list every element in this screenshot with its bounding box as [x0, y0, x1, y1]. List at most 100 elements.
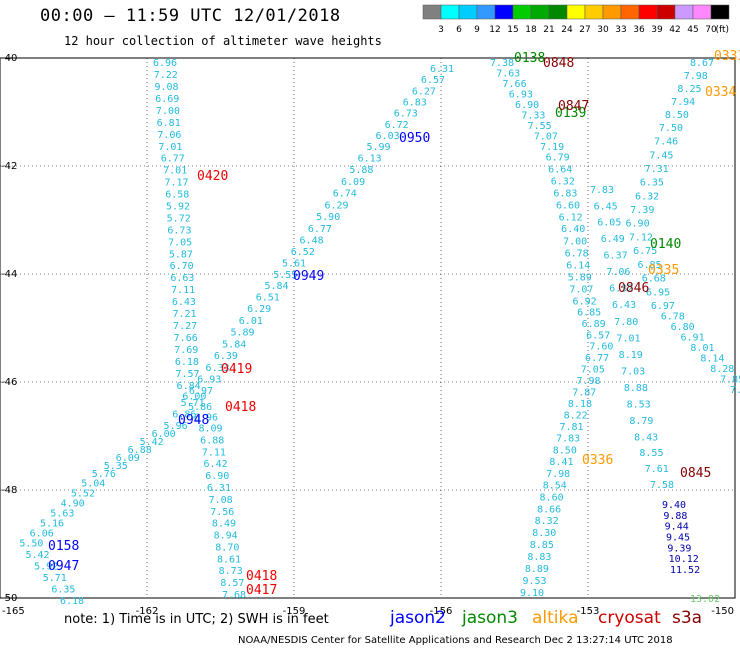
color-scale-swatch: [602, 4, 622, 20]
swh-value-label: 6.33: [206, 363, 230, 374]
color-scale-label: 42: [669, 25, 680, 35]
swh-value-label: 8.30: [532, 528, 556, 539]
color-scale-swatch: [512, 4, 532, 20]
swh-value-label: 6.01: [239, 316, 263, 327]
x-tick-label: -156: [430, 606, 453, 617]
swh-value-label: 6.70: [170, 261, 194, 272]
swh-value-label: 6.13: [358, 153, 382, 164]
swh-value-label: 6.77: [585, 353, 609, 364]
color-scale-swatch: [638, 4, 658, 20]
swh-value-label: 7.87: [572, 387, 596, 398]
swh-value-label: 7.06: [157, 130, 181, 141]
swh-value-label: 6.45: [594, 201, 618, 212]
swh-value-label: 8.22: [564, 410, 588, 421]
swh-value-label: 6.39: [214, 351, 238, 362]
pass-time-label: 0846: [618, 281, 649, 296]
pass-time-label: 0158: [48, 539, 79, 554]
swh-value-label: 7.22: [154, 70, 178, 81]
swh-value-label: 5.89: [230, 328, 254, 339]
swh-value-label: 7.17: [164, 177, 188, 188]
swh-value-label: 6.58: [165, 189, 189, 200]
swh-value-label: 8.41: [549, 457, 573, 468]
swh-value-label: 7.98: [684, 71, 708, 82]
swh-value-label: 6.42: [204, 459, 228, 470]
swh-value-label: 6.93: [197, 374, 221, 385]
swh-value-label: 5.16: [40, 519, 64, 530]
color-scale-swatch: [584, 4, 604, 20]
swh-value-label: 7.19: [540, 142, 564, 153]
swh-value-label: 7.01: [616, 333, 640, 344]
pass-time-label: 0947: [48, 559, 79, 574]
swh-value-label: 5.50: [19, 539, 43, 550]
color-scale-unit: (ft): [715, 25, 729, 35]
swh-value-label: 7.06: [606, 267, 630, 278]
swh-value-label: 7.83: [590, 185, 614, 196]
swh-value-label: 7.11: [171, 285, 195, 296]
swh-value-label: 6.92: [573, 296, 597, 307]
swh-value-label: 6.31: [430, 64, 454, 75]
swh-value-label: 7.00: [563, 236, 587, 247]
swh-value-label: 6.00: [152, 429, 176, 440]
swh-value-label: 5.63: [50, 509, 74, 520]
swh-value-label: 7.33: [521, 110, 545, 121]
chart-subtitle: 12 hour collection of altimeter wave hei…: [64, 34, 382, 48]
swh-value-label: 9.88: [663, 511, 687, 522]
swh-value-label: 5.96: [164, 421, 188, 432]
pass-time-label: 0950: [399, 131, 430, 146]
plot-frame: [0, 57, 736, 599]
swh-value-label: 6.86: [172, 410, 196, 421]
swh-value-label: 6.09: [116, 453, 140, 464]
swh-value-label: 5.90: [316, 212, 340, 223]
swh-value-label: 6.32: [551, 176, 575, 187]
color-scale-label: 9: [474, 25, 480, 35]
swh-value-label: 6.60: [556, 200, 580, 211]
swh-value-label: 7.80: [614, 317, 638, 328]
swh-value-label: 7.55: [528, 121, 552, 132]
swh-value-label: 7.39: [630, 205, 654, 216]
color-scale-label: 24: [561, 25, 573, 35]
swh-value-label: 8.55: [639, 448, 663, 459]
legend-altika: altika: [532, 608, 579, 628]
swh-value-label: 10.12: [669, 554, 699, 565]
swh-value-label: 5.55: [273, 270, 297, 281]
swh-value-label: 7.83: [556, 434, 580, 445]
pass-time-label: 0417: [246, 583, 277, 598]
swh-value-label: 7.98: [576, 376, 600, 387]
swh-value-label: 9.10: [520, 588, 544, 599]
swh-value-label: 6.91: [681, 332, 705, 343]
swh-value-label: 9.45: [666, 533, 690, 544]
color-scale-swatch: [692, 4, 712, 20]
swh-value-label: 8.14: [700, 353, 724, 364]
swh-value-label: 7.69: [174, 345, 198, 356]
y-tick-label: -48: [1, 485, 17, 496]
swh-value-label: 6.96: [153, 58, 177, 69]
swh-value-label: 6.29: [247, 304, 271, 315]
swh-value-label: 6.88: [128, 445, 152, 456]
color-scale-label: 30: [597, 25, 609, 35]
swh-value-label: 6.90: [515, 100, 539, 111]
swh-value-label: 7.60: [589, 342, 613, 353]
swh-value-label: 7.81: [559, 422, 583, 433]
swh-value-label: 8.09: [198, 424, 222, 435]
x-tick-label: -153: [577, 606, 600, 617]
swh-value-label: 6.84: [177, 381, 201, 392]
swh-value-label: 5.87: [169, 249, 193, 260]
swh-value-label: 6.78: [661, 311, 685, 322]
swh-value-label: 6.83: [403, 97, 427, 108]
swh-value-label: 5.84: [264, 281, 288, 292]
swh-value-label: 5.61: [282, 258, 306, 269]
pass-time-label: 0334: [705, 85, 736, 100]
swh-value-label: 7.05: [168, 237, 192, 248]
swh-value-label: 6.40: [561, 224, 585, 235]
swh-value-label: 6.73: [394, 109, 418, 120]
swh-value-label: 5.92: [166, 201, 190, 212]
swh-value-label: 8.50: [553, 445, 577, 456]
swh-value-label: 5.86: [188, 402, 212, 413]
swh-value-label: 6.51: [256, 293, 280, 304]
x-tick-label: -162: [136, 606, 159, 617]
swh-value-label: 9.08: [154, 82, 178, 93]
swh-value-label: 6.88: [200, 435, 224, 446]
swh-value-label: 6.64: [548, 165, 572, 176]
swh-value-label: 8.79: [629, 416, 653, 427]
